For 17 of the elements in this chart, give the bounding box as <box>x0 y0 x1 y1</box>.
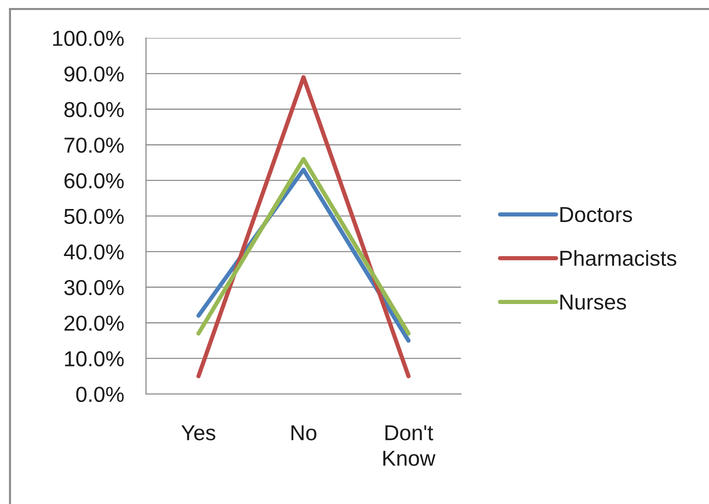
y-tick-label: 70.0% <box>64 138 124 153</box>
legend-label: Nurses <box>560 294 626 310</box>
x-tick-label: Yes <box>181 425 216 440</box>
y-tick-label: 10.0% <box>65 351 124 366</box>
legend-label: Doctors <box>560 207 632 222</box>
x-tick-label: Don't Know <box>383 425 436 466</box>
y-tick-label: 90.0% <box>64 66 124 82</box>
x-tick-label: No <box>292 425 316 440</box>
legend-label: Pharmacists <box>560 250 676 266</box>
y-tick-label: 100.0% <box>53 30 124 46</box>
y-tick-label: 40.0% <box>64 244 124 260</box>
y-tick-label: 60.0% <box>64 173 124 188</box>
y-tick-label: 20.0% <box>64 316 124 331</box>
y-tick-label: 30.0% <box>64 280 124 296</box>
y-tick-label: 50.0% <box>64 208 124 224</box>
y-tick-label: 80.0% <box>64 102 124 118</box>
y-tick-label: 0.0% <box>76 386 124 402</box>
